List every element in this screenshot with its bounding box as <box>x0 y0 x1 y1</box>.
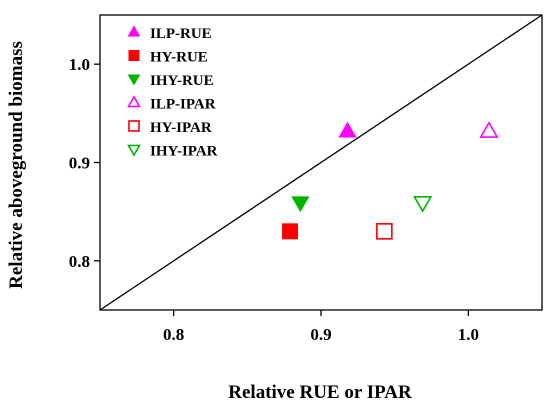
one-to-one-line <box>99 14 543 311</box>
y-axis-label: Relative aboveground biomass <box>6 41 27 289</box>
x-tick-label: 0.8 <box>163 325 184 344</box>
y-tick-label: 0.8 <box>69 252 90 271</box>
x-tick-label: 0.9 <box>310 325 331 344</box>
x-tick-label: 1.0 <box>458 325 479 344</box>
legend-marker-ilp-rue <box>127 25 141 37</box>
plot-layer: 0.8 0.9 1.0 0.8 0.9 1.0 ILP-RUE HY-RUE IHY-RUE IL… <box>69 14 543 344</box>
legend-label-ihy-ipar: IHY-IPAR <box>150 144 218 160</box>
legend-label-hy-rue: HY-RUE <box>150 50 208 66</box>
legend-marker-ihy-rue <box>127 74 141 86</box>
legend-label-ihy-rue: IHY-RUE <box>150 73 214 89</box>
data-point-ilp-rue <box>338 121 357 138</box>
data-point-ilp-ipar <box>479 121 499 138</box>
legend-label-ilp-rue: ILP-RUE <box>150 26 212 42</box>
data-point-hy-rue <box>282 223 299 240</box>
data-point-ihy-rue <box>291 196 310 213</box>
legend-marker-hy-rue <box>128 50 140 61</box>
x-axis-label: Relative RUE or IPAR <box>228 382 412 403</box>
y-tick-label: 0.9 <box>69 154 90 173</box>
legend-label-ilp-ipar: ILP-IPAR <box>150 97 216 113</box>
y-tick-label: 1.0 <box>69 55 90 74</box>
legend-marker-ihy-ipar <box>127 144 141 157</box>
data-point-hy-ipar <box>376 223 393 240</box>
data-point-ihy-ipar <box>413 196 433 213</box>
legend-label-hy-ipar: HY-IPAR <box>150 120 212 136</box>
legend-marker-ilp-ipar <box>127 95 141 108</box>
legend-marker-hy-ipar <box>128 120 140 132</box>
